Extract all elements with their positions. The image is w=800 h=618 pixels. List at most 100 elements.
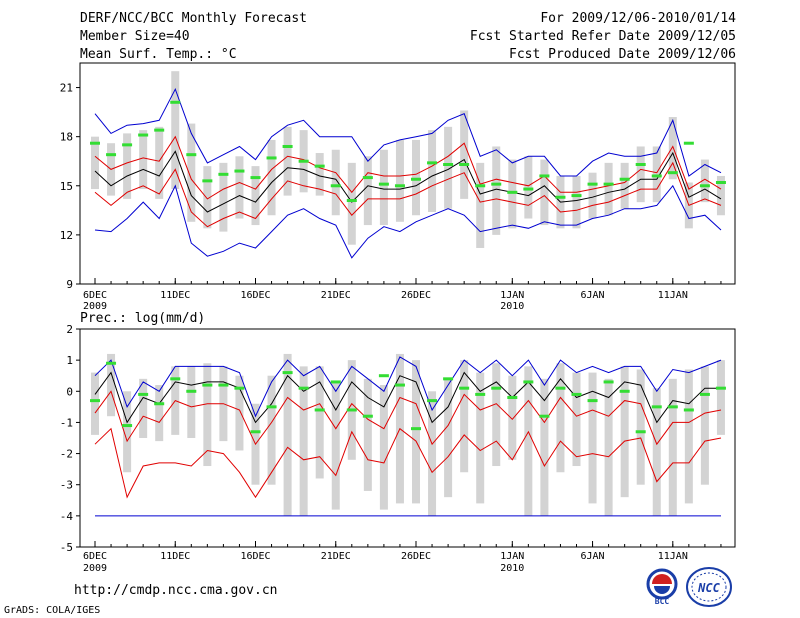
ensemble-box [492,146,501,235]
grads-credit: GrADS: COLA/IGES [4,605,100,616]
ensemble-box [716,360,725,435]
ensemble-box [123,391,132,473]
observed-marker [138,392,149,396]
observed-marker [603,182,614,186]
chart-title: DERF/NCC/BCC Monthly Forecast [80,11,307,26]
bcc-logo: BCC [646,568,678,606]
observed-marker [186,389,197,393]
x-year-label: 2010 [500,563,524,574]
ensemble-box [652,388,661,516]
observed-marker [330,184,341,188]
observed-marker [619,389,630,393]
observed-marker [667,405,678,409]
observed-marker [699,392,710,396]
observed-marker [154,402,165,406]
observed-marker [555,386,566,390]
ensemble-box [155,385,164,442]
x-tick-label: 11DEC [160,551,190,562]
y-tick-label: -5 [60,541,73,554]
observed-marker [186,153,197,157]
ensemble-box [267,139,276,216]
ensemble-box [283,126,292,196]
x-tick-label: 21DEC [321,551,351,562]
x-tick-label: 16DEC [240,290,270,301]
ensemble-box [668,378,677,516]
x-tick-label: 26DEC [401,551,431,562]
observed-marker [170,377,181,381]
ensemble-box [187,366,196,438]
observed-marker [266,405,277,409]
ensemble-box [315,366,324,479]
ensemble-box [187,123,196,222]
ensemble-box [604,378,613,516]
observed-marker [491,386,502,390]
ensemble-box [540,159,549,226]
source-url[interactable]: http://cmdp.ncc.cma.gov.cn [74,583,278,598]
observed-marker [523,380,534,384]
ensemble-box [540,378,549,516]
ensemble-box [251,166,260,226]
series-line-upper [94,390,722,446]
observed-marker [587,182,598,186]
observed-marker [459,386,470,390]
observed-marker [683,408,694,412]
member-size: Member Size=40 [80,29,190,44]
ensemble-box [460,110,469,199]
ensemble-box [524,156,533,219]
ensemble-box [155,126,164,199]
x-year-label: 2009 [83,301,107,312]
observed-marker [346,408,357,412]
ensemble-box [347,162,356,245]
ensemble-box [267,375,276,485]
ensemble-box [331,381,340,510]
observed-marker [90,399,100,403]
ensemble-box [636,369,645,485]
observed-marker [234,386,245,390]
ensemble-box [508,159,517,229]
ensemble-box [604,162,613,216]
observed-marker [330,380,341,384]
ensemble-box [315,153,324,196]
x-tick-label: 6JAN [581,551,605,562]
observed-marker [218,172,229,176]
observed-marker [587,399,598,403]
observed-marker [170,100,181,104]
observed-marker [282,371,293,375]
x-tick-label: 21DEC [321,290,351,301]
plot-frame [79,62,736,285]
observed-marker [715,386,726,390]
observed-marker [507,396,518,400]
ensemble-box [444,126,453,209]
ensemble-box [684,369,693,504]
observed-marker [443,377,454,381]
y-tick-label: 21 [60,82,73,95]
precip-variable-label: Prec.: log(mm/d) [80,311,205,326]
observed-marker [122,424,133,428]
y-tick-label: -3 [60,479,73,492]
observed-marker [683,141,694,145]
observed-marker [427,399,438,403]
observed-marker [635,162,646,166]
observed-marker [378,182,389,186]
forecast-period: For 2009/12/06-2010/01/14 [540,11,736,26]
ensemble-box [235,375,244,451]
ensemble-box [524,366,533,516]
ensemble-box [556,363,565,473]
ensemble-box [107,353,116,417]
ensemble-box [139,378,148,438]
observed-marker [362,176,373,180]
bcc-logo-text: BCC [655,597,670,606]
ensemble-box [395,139,404,222]
x-tick-label: 26DEC [401,290,431,301]
ensemble-box [91,136,99,190]
series-line-upper [94,135,722,200]
ensemble-box [588,172,597,219]
observed-marker [314,164,325,168]
observed-marker [202,179,213,183]
forecast-produced-date: Fcst Produced Date 2009/12/06 [509,47,736,62]
ensemble-box [588,372,597,504]
ensemble-box [572,175,581,229]
ensemble-box [700,159,709,203]
ensemble-box [668,117,677,180]
